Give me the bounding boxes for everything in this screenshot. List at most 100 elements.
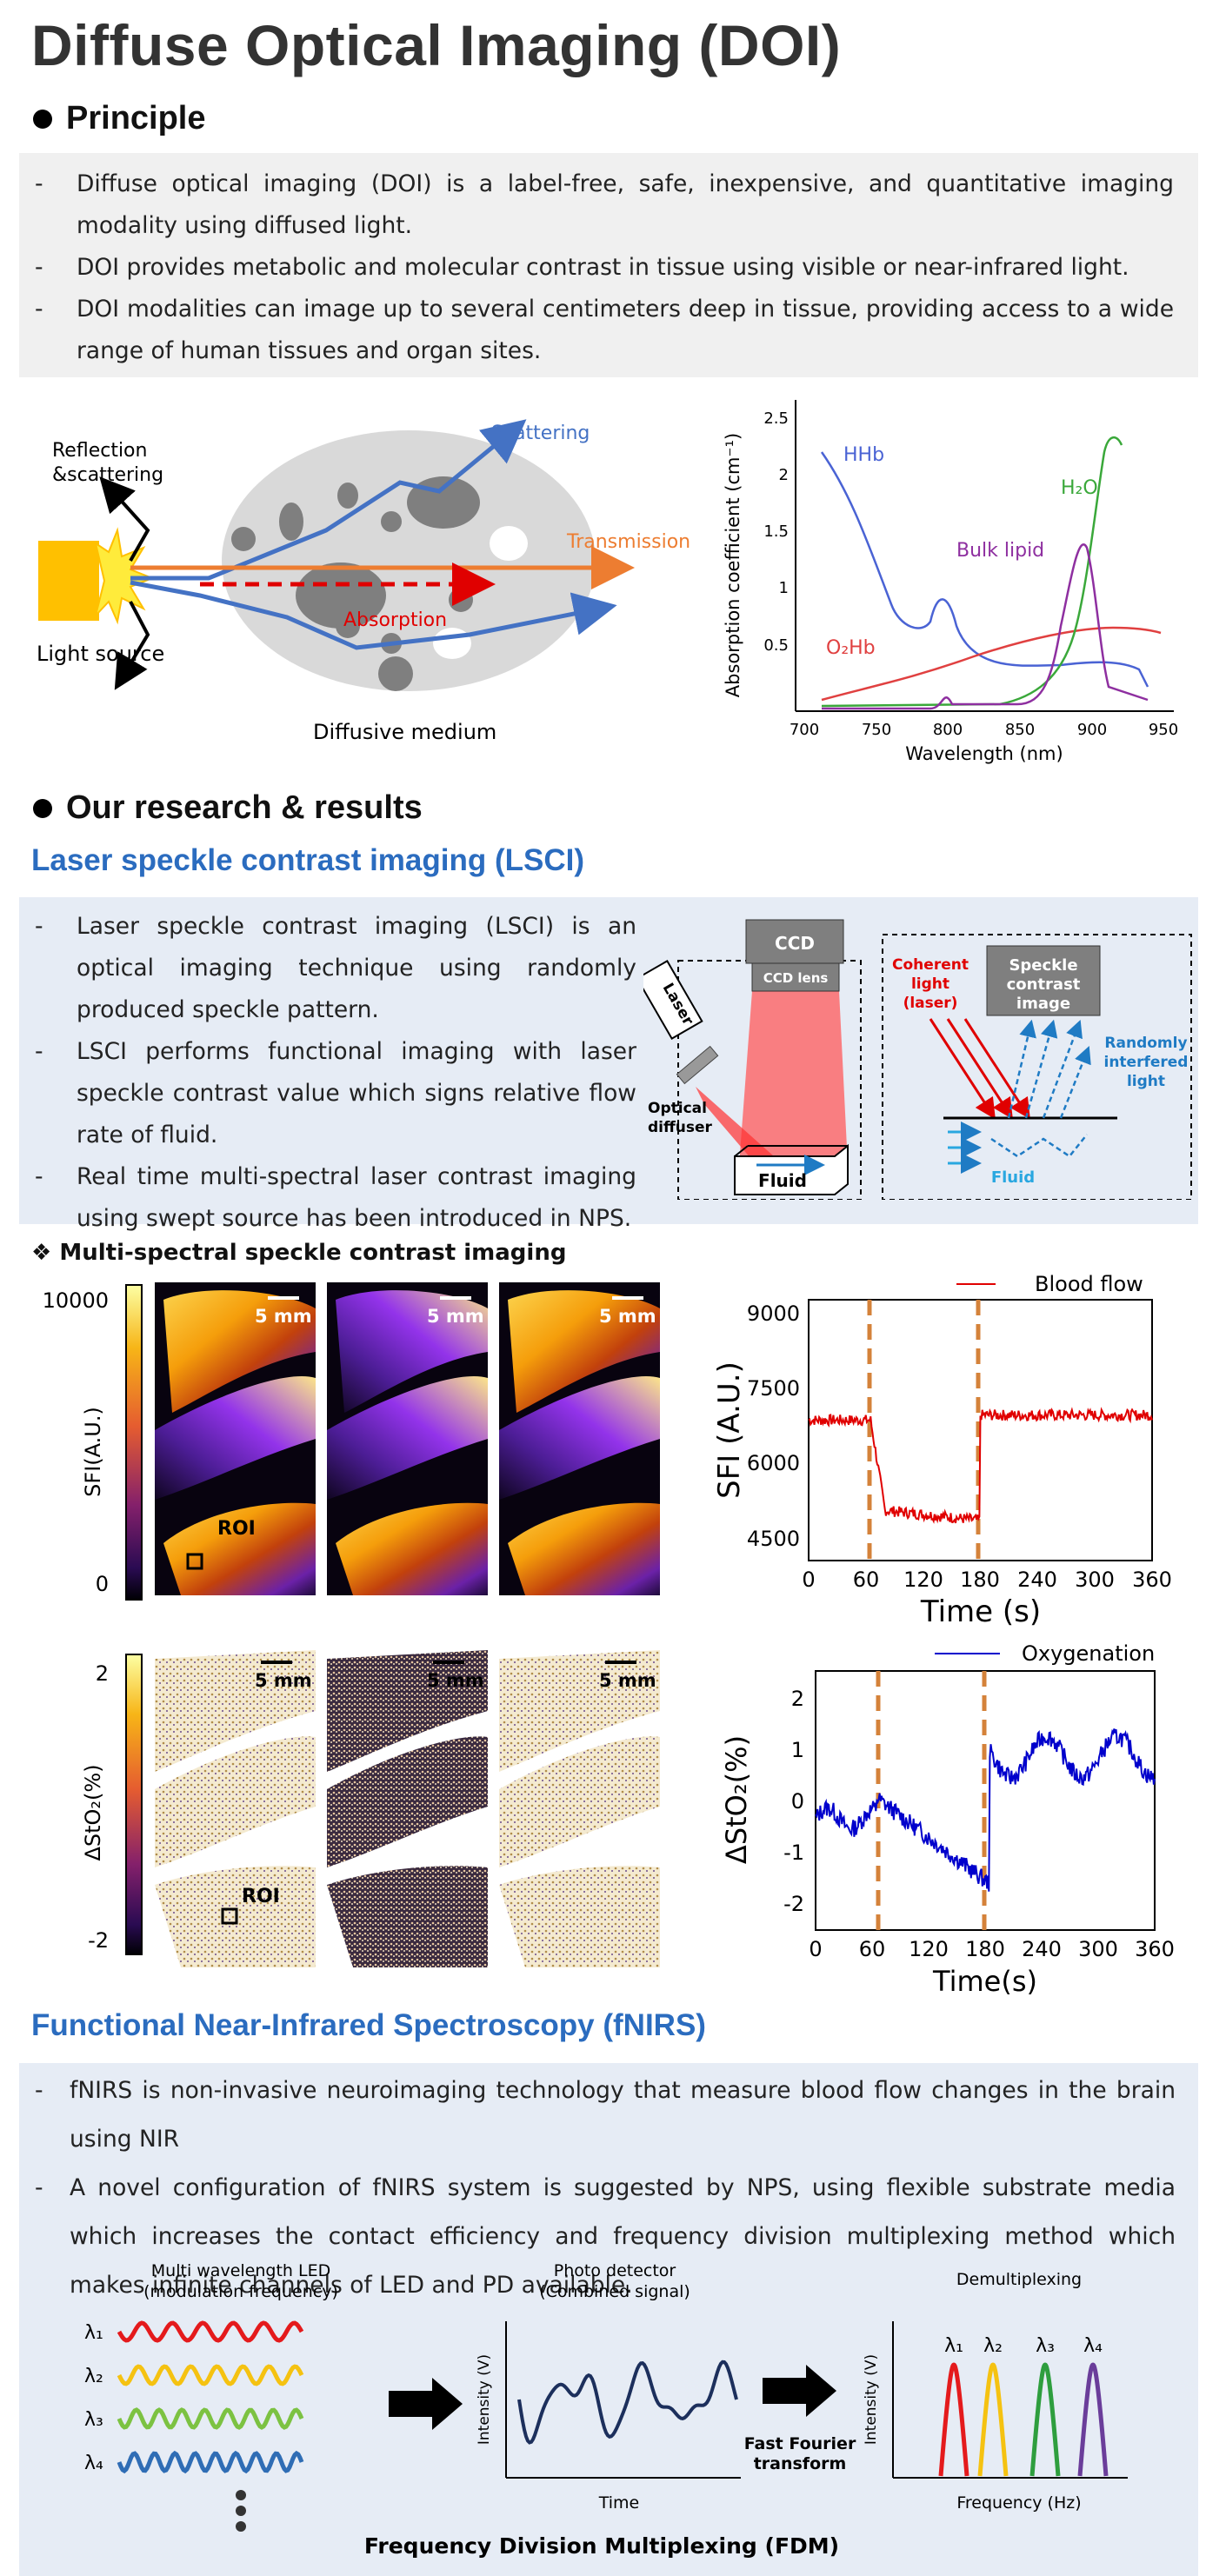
y-tick-label: 0.5 [763, 636, 789, 655]
principle-heading: Principle [33, 100, 206, 137]
sto2-y-tick: 0 [791, 1789, 804, 1814]
hhb-curve [820, 451, 1149, 688]
sto2-image-2 [327, 1650, 488, 1967]
y-tick-label: 2.5 [763, 409, 789, 428]
lipid-curve [822, 543, 1149, 710]
lambda4-label: λ₄ [84, 2453, 103, 2474]
sto2-scale-max: 2 [96, 1661, 109, 1686]
diffusive-medium-label: Diffusive medium [313, 720, 496, 744]
sto2-image-3 [499, 1650, 660, 1967]
wave-red [117, 2320, 304, 2343]
sfi-legend: Blood flow [1035, 1272, 1143, 1296]
peak-green [1029, 2362, 1061, 2477]
lsci-bullet: - LSCI performs functional imaging with l… [35, 1031, 636, 1156]
lambda3-label: λ₃ [84, 2409, 103, 2431]
fluid-label: Fluid [758, 1170, 807, 1191]
sfi-y-tick: 4500 [747, 1527, 800, 1551]
fft-label2: transform [754, 2454, 847, 2473]
sto2-x-tick: 240 [1022, 1937, 1062, 1961]
multispectral-heading: ❖ Multi-spectral speckle contrast imagin… [31, 1240, 566, 1266]
fnirs-bullet: -A novel configuration of fNIRS system i… [35, 2164, 1176, 2310]
peak-red [938, 2362, 969, 2477]
coherent-label: Coherent [892, 956, 969, 974]
image-label: image [1016, 995, 1070, 1013]
peak-yellow [977, 2362, 1009, 2477]
lambda2-label: λ₂ [84, 2366, 103, 2387]
y-tick-label: 1 [779, 579, 789, 597]
peak-purple [1077, 2362, 1109, 2477]
principle-box: - Diffuse optical imaging (DOI) is a labe… [19, 153, 1198, 377]
principle-heading-text: Principle [66, 100, 206, 136]
sto2-y-tick: -2 [783, 1892, 804, 1916]
sfi-x-tick: 360 [1132, 1568, 1172, 1592]
scalebar-label: 5 mm [427, 1670, 484, 1691]
roi-label: ROI [217, 1518, 256, 1540]
fft-label: Fast Fourier [744, 2434, 856, 2453]
lsci-bullet-text: Real time multi-spectral laser contrast … [77, 1163, 636, 1232]
sto2-x-label: Time(s) [932, 1965, 1037, 1998]
principle-bullet-text: DOI provides metabolic and molecular con… [77, 254, 1129, 281]
lambda3-label: λ₃ [1036, 2335, 1055, 2357]
sfi-chart: Blood flow 4500 6000 7500 9000 0 60 120 … [712, 1272, 1172, 1629]
optical-label: Optical [648, 1100, 707, 1117]
sto2-y-tick: -1 [783, 1840, 804, 1865]
bullet-dot-icon [33, 798, 52, 818]
lipid-label: Bulk lipid [956, 540, 1044, 562]
h2o-label: H₂O [1061, 477, 1098, 499]
sto2-x-tick: 0 [809, 1937, 822, 1961]
y-tick-label: 2 [779, 466, 789, 484]
absorption-label: Absorption [343, 609, 447, 631]
sfi-y-label: SFI (A.U.) [712, 1361, 747, 1499]
lsci-bullet-text: Laser speckle contrast imaging (LSCI) is… [77, 913, 636, 1023]
light-source-block [38, 541, 99, 621]
sto2-x-tick: 60 [859, 1937, 886, 1961]
sfi-colorbar: 10000 0 SFI(A.U.) [43, 1284, 143, 1601]
doi-diagram: Reflection &scattering Scattering Transm… [37, 419, 690, 744]
sfi-x-tick: 300 [1075, 1568, 1115, 1592]
sto2-y-tick: 2 [791, 1687, 804, 1711]
o2hb-label: O₂Hb [826, 637, 876, 659]
sfi-y-tick: 6000 [747, 1451, 800, 1475]
fdm-diagram: Multi wavelength LED (modulation frequen… [84, 2261, 1128, 2559]
lsci-diagram: CCD CCD lens Laser Optical diffuser Flui… [643, 919, 1192, 1200]
light-label: light [911, 975, 949, 993]
combined-signal [517, 2360, 738, 2445]
sto2-image-1 [155, 1650, 316, 1967]
principle-bullet-text: DOI modalities can image up to several c… [77, 296, 1174, 364]
scalebar-label: 5 mm [255, 1306, 312, 1327]
lsci-bullet: - Real time multi-spectral laser contrast… [35, 1156, 636, 1240]
light-burst-icon [94, 527, 155, 625]
x-tick-label: 900 [1077, 721, 1107, 739]
bullet-dot-icon [33, 109, 52, 129]
sto2-chart: Oxygenation -2 -1 0 1 2 0 60 120 180 240… [720, 1641, 1175, 1998]
sto2-legend: Oxygenation [1022, 1641, 1155, 1666]
sto2-colorbar: 2 -2 ΔStO₂(%) [81, 1654, 143, 1955]
research-heading-text: Our research & results [66, 789, 423, 826]
lambda4-label: λ₄ [1083, 2335, 1103, 2357]
x-tick-label: 800 [933, 721, 963, 739]
wave-green [117, 2407, 304, 2430]
lsci-heading: Laser speckle contrast imaging (LSCI) [31, 843, 585, 877]
fnirs-box: - fNIRS is non-invasive neuroimaging tech… [19, 2063, 1198, 2576]
fluid2-label: Fluid [991, 1168, 1035, 1187]
sto2-scale-label: ΔStO₂(%) [81, 1764, 105, 1860]
x-tick-label: 950 [1149, 721, 1178, 739]
pd-subtitle: (Combined signal) [539, 2282, 690, 2301]
laser-paren-label: (laser) [903, 995, 958, 1012]
fnirs-heading: Functional Near-Infrared Spectroscopy (f… [31, 2008, 706, 2042]
led-title: Multi wavelength LED [151, 2261, 330, 2280]
sto2-x-tick: 120 [909, 1937, 949, 1961]
arrow-right-icon [389, 2378, 463, 2430]
y-tick-label: 1.5 [763, 523, 789, 541]
principle-bullet-text: Diffuse optical imaging (DOI) is a label… [77, 170, 1174, 239]
sfi-images: 5 mm 5 mm 5 mm ROI [155, 1282, 660, 1595]
page-title: Diffuse Optical Imaging (DOI) [31, 13, 842, 77]
absorption-chart: HHb H₂O Bulk lipid O₂Hb 700 750 800 850 … [723, 400, 1178, 764]
contrast-label: contrast [1007, 975, 1081, 994]
principle-bullet: - DOI modalities can image up to several … [35, 289, 1174, 372]
sto2-x-tick: 360 [1135, 1937, 1175, 1961]
intensity-label: Intensity (V) [863, 2354, 880, 2445]
sfi-x-label: Time (s) [920, 1594, 1041, 1629]
fdm-caption: Frequency Division Multiplexing (FDM) [364, 2533, 839, 2559]
x-tick-label: 750 [862, 721, 891, 739]
